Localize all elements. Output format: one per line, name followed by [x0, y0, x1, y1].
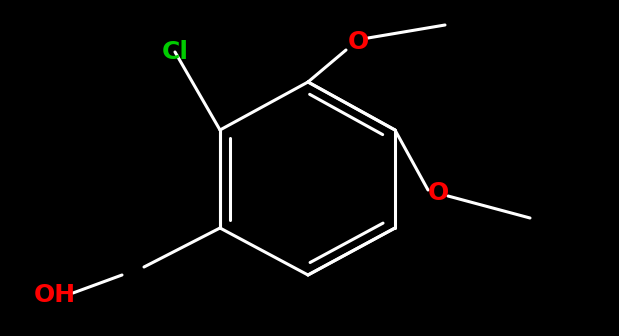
Text: Cl: Cl	[162, 40, 189, 64]
Text: O: O	[347, 30, 369, 54]
Text: O: O	[427, 181, 449, 205]
Text: OH: OH	[34, 283, 76, 307]
